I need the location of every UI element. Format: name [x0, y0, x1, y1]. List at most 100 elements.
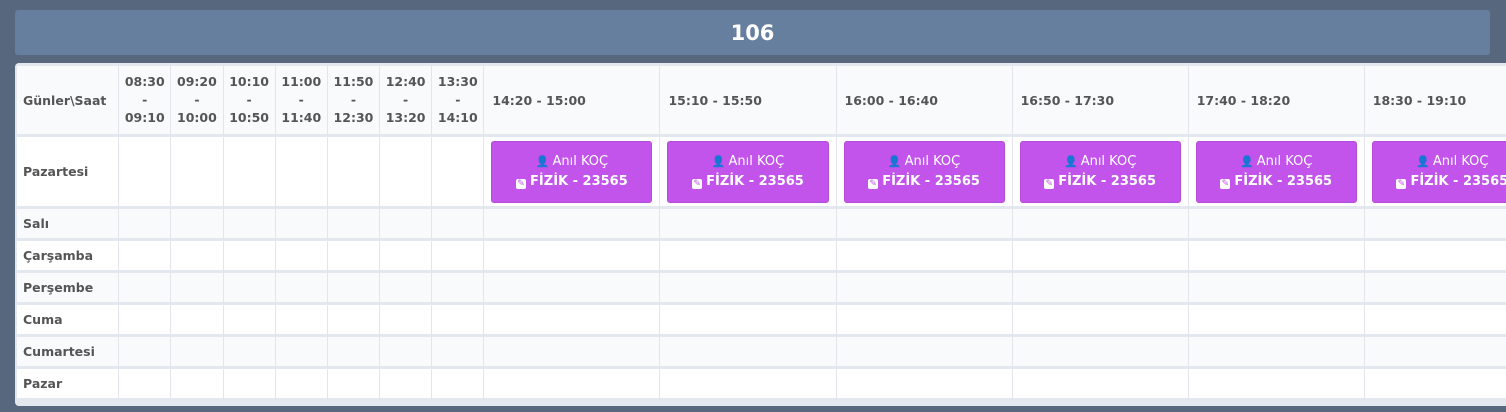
- schedule-cell[interactable]: [171, 273, 224, 305]
- schedule-cell[interactable]: [1012, 369, 1189, 401]
- schedule-cell[interactable]: [380, 305, 433, 337]
- schedule-cell[interactable]: [171, 209, 224, 241]
- schedule-cell[interactable]: [836, 369, 1013, 401]
- schedule-cell[interactable]: [484, 369, 661, 401]
- schedule-cell[interactable]: [327, 305, 381, 337]
- schedule-cell[interactable]: [275, 337, 328, 369]
- schedule-cell[interactable]: [380, 137, 433, 209]
- schedule-cell[interactable]: [660, 273, 837, 305]
- schedule-cell[interactable]: [119, 369, 172, 401]
- schedule-cell[interactable]: [275, 137, 328, 209]
- schedule-cell[interactable]: [432, 137, 485, 209]
- slot-sep: -: [142, 92, 148, 107]
- schedule-cell[interactable]: [1012, 273, 1189, 305]
- schedule-cell[interactable]: [1188, 337, 1365, 369]
- schedule-cell[interactable]: [660, 209, 837, 241]
- schedule-cell[interactable]: [432, 241, 485, 273]
- schedule-cell[interactable]: [484, 305, 661, 337]
- schedule-cell[interactable]: [1364, 305, 1506, 337]
- schedule-cell[interactable]: [1012, 209, 1189, 241]
- schedule-cell[interactable]: [171, 337, 224, 369]
- schedule-cell[interactable]: [327, 273, 381, 305]
- schedule-cell[interactable]: [171, 305, 224, 337]
- schedule-cell[interactable]: [660, 337, 837, 369]
- schedule-cell[interactable]: [275, 273, 328, 305]
- lesson-card[interactable]: 👤 Anıl KOÇ ✎ FİZİK - 23565: [667, 140, 829, 203]
- schedule-cell[interactable]: [119, 273, 172, 305]
- schedule-cell[interactable]: [1364, 369, 1506, 401]
- schedule-cell[interactable]: [223, 305, 276, 337]
- schedule-cell[interactable]: [484, 241, 661, 273]
- schedule-cell[interactable]: [432, 209, 485, 241]
- schedule-cell[interactable]: [327, 209, 381, 241]
- schedule-cell[interactable]: [836, 305, 1013, 337]
- schedule-cell[interactable]: 👤 Anıl KOÇ ✎ FİZİK - 23565: [1188, 137, 1365, 209]
- schedule-cell[interactable]: [171, 137, 224, 209]
- schedule-cell[interactable]: [119, 337, 172, 369]
- schedule-cell[interactable]: [380, 337, 433, 369]
- schedule-cell[interactable]: [1188, 209, 1365, 241]
- schedule-cell[interactable]: [660, 305, 837, 337]
- schedule-cell[interactable]: [660, 369, 837, 401]
- schedule-cell[interactable]: [1364, 337, 1506, 369]
- lesson-card[interactable]: 👤 Anıl KOÇ ✎ FİZİK - 23565: [1371, 140, 1506, 203]
- schedule-cell[interactable]: [432, 305, 485, 337]
- schedule-cell[interactable]: [1364, 209, 1506, 241]
- schedule-cell[interactable]: [1188, 369, 1365, 401]
- schedule-cell[interactable]: [1012, 241, 1189, 273]
- schedule-cell[interactable]: [380, 209, 433, 241]
- schedule-cell[interactable]: [484, 337, 661, 369]
- schedule-cell[interactable]: [223, 369, 276, 401]
- schedule-cell[interactable]: [119, 209, 172, 241]
- schedule-cell[interactable]: [380, 369, 433, 401]
- schedule-cell[interactable]: [119, 137, 172, 209]
- schedule-cell[interactable]: [1188, 305, 1365, 337]
- schedule-cell[interactable]: [171, 369, 224, 401]
- schedule-cell[interactable]: [432, 369, 485, 401]
- schedule-cell[interactable]: [223, 337, 276, 369]
- schedule-cell[interactable]: [275, 305, 328, 337]
- schedule-cell[interactable]: [327, 241, 381, 273]
- schedule-cell[interactable]: [1188, 241, 1365, 273]
- schedule-cell[interactable]: [380, 273, 433, 305]
- schedule-cell[interactable]: [1364, 273, 1506, 305]
- schedule-cell[interactable]: [171, 241, 224, 273]
- lesson-card[interactable]: 👤 Anıl KOÇ ✎ FİZİK - 23565: [1195, 140, 1357, 203]
- schedule-cell[interactable]: 👤 Anıl KOÇ ✎ FİZİK - 23565: [484, 137, 661, 209]
- schedule-cell[interactable]: 👤 Anıl KOÇ ✎ FİZİK - 23565: [1012, 137, 1189, 209]
- time-slot-header: 13:30 - 14:10: [432, 66, 485, 137]
- lesson-card[interactable]: 👤 Anıl KOÇ ✎ FİZİK - 23565: [1019, 140, 1181, 203]
- schedule-cell[interactable]: [223, 273, 276, 305]
- schedule-cell[interactable]: [223, 137, 276, 209]
- schedule-cell[interactable]: [380, 241, 433, 273]
- schedule-cell[interactable]: [275, 369, 328, 401]
- schedule-cell[interactable]: [484, 209, 661, 241]
- schedule-cell[interactable]: [836, 273, 1013, 305]
- schedule-cell[interactable]: [275, 209, 328, 241]
- schedule-cell[interactable]: [119, 241, 172, 273]
- schedule-cell[interactable]: [327, 337, 381, 369]
- lesson-card[interactable]: 👤 Anıl KOÇ ✎ FİZİK - 23565: [491, 140, 653, 203]
- schedule-cell[interactable]: [1364, 241, 1506, 273]
- schedule-cell[interactable]: [1012, 337, 1189, 369]
- lesson-course: FİZİK - 23565: [530, 173, 628, 189]
- schedule-cell[interactable]: [836, 337, 1013, 369]
- schedule-cell[interactable]: [1188, 273, 1365, 305]
- schedule-cell[interactable]: [327, 137, 381, 209]
- schedule-cell[interactable]: [1012, 305, 1189, 337]
- schedule-cell[interactable]: [275, 241, 328, 273]
- schedule-cell[interactable]: 👤 Anıl KOÇ ✎ FİZİK - 23565: [1364, 137, 1506, 209]
- schedule-cell[interactable]: [660, 241, 837, 273]
- lesson-card[interactable]: 👤 Anıl KOÇ ✎ FİZİK - 23565: [843, 140, 1005, 203]
- schedule-cell[interactable]: [432, 273, 485, 305]
- schedule-cell[interactable]: 👤 Anıl KOÇ ✎ FİZİK - 23565: [660, 137, 837, 209]
- schedule-cell[interactable]: 👤 Anıl KOÇ ✎ FİZİK - 23565: [836, 137, 1013, 209]
- schedule-cell[interactable]: [836, 241, 1013, 273]
- schedule-cell[interactable]: [432, 337, 485, 369]
- schedule-cell[interactable]: [327, 369, 381, 401]
- schedule-cell[interactable]: [484, 273, 661, 305]
- schedule-cell[interactable]: [119, 305, 172, 337]
- schedule-cell[interactable]: [223, 241, 276, 273]
- schedule-cell[interactable]: [223, 209, 276, 241]
- schedule-cell[interactable]: [836, 209, 1013, 241]
